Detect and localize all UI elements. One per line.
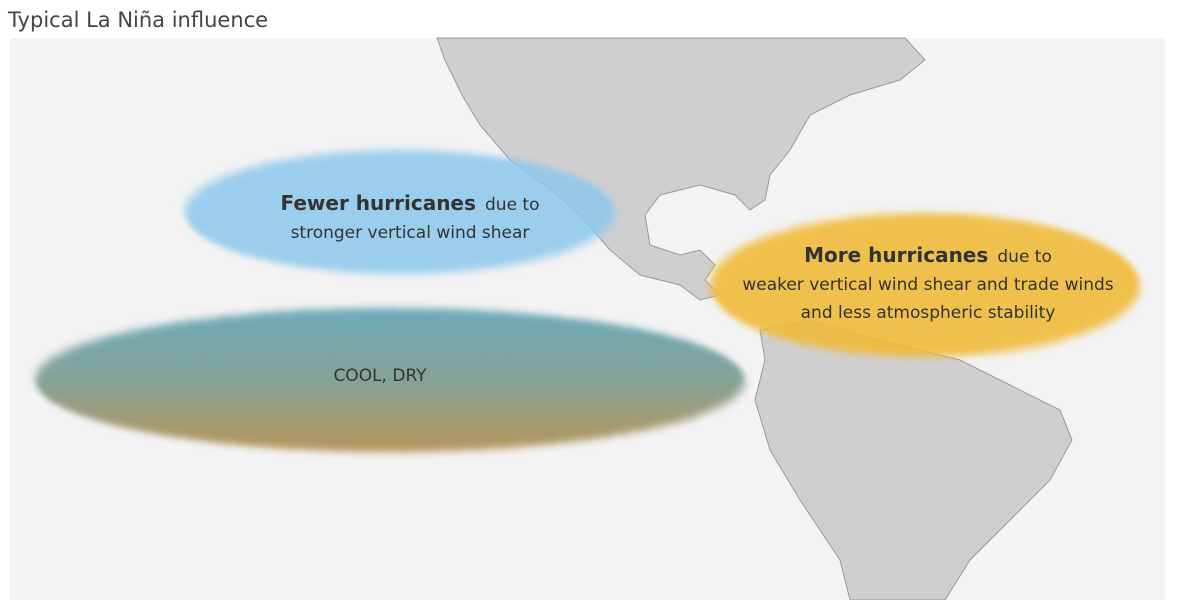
suffix: due to xyxy=(997,247,1052,267)
headline: Fewer hurricanes xyxy=(281,191,476,215)
region-label: More hurricanes due to xyxy=(804,243,1052,267)
title: Typical La Niña influence xyxy=(7,8,268,32)
headline: More hurricanes xyxy=(804,243,988,267)
more-hurricanes-zone xyxy=(710,213,1140,357)
suffix: due to xyxy=(485,195,540,215)
fewer-hurricanes-zone xyxy=(185,150,615,274)
region-label: COOL, DRY xyxy=(333,366,427,386)
region-line: weaker vertical wind shear and trade win… xyxy=(742,275,1113,295)
region-line: stronger vertical wind shear xyxy=(291,223,530,243)
cool-dry-zone xyxy=(35,308,745,452)
region-line: and less atmospheric stability xyxy=(801,303,1056,323)
region-label: Fewer hurricanes due to xyxy=(281,191,540,215)
